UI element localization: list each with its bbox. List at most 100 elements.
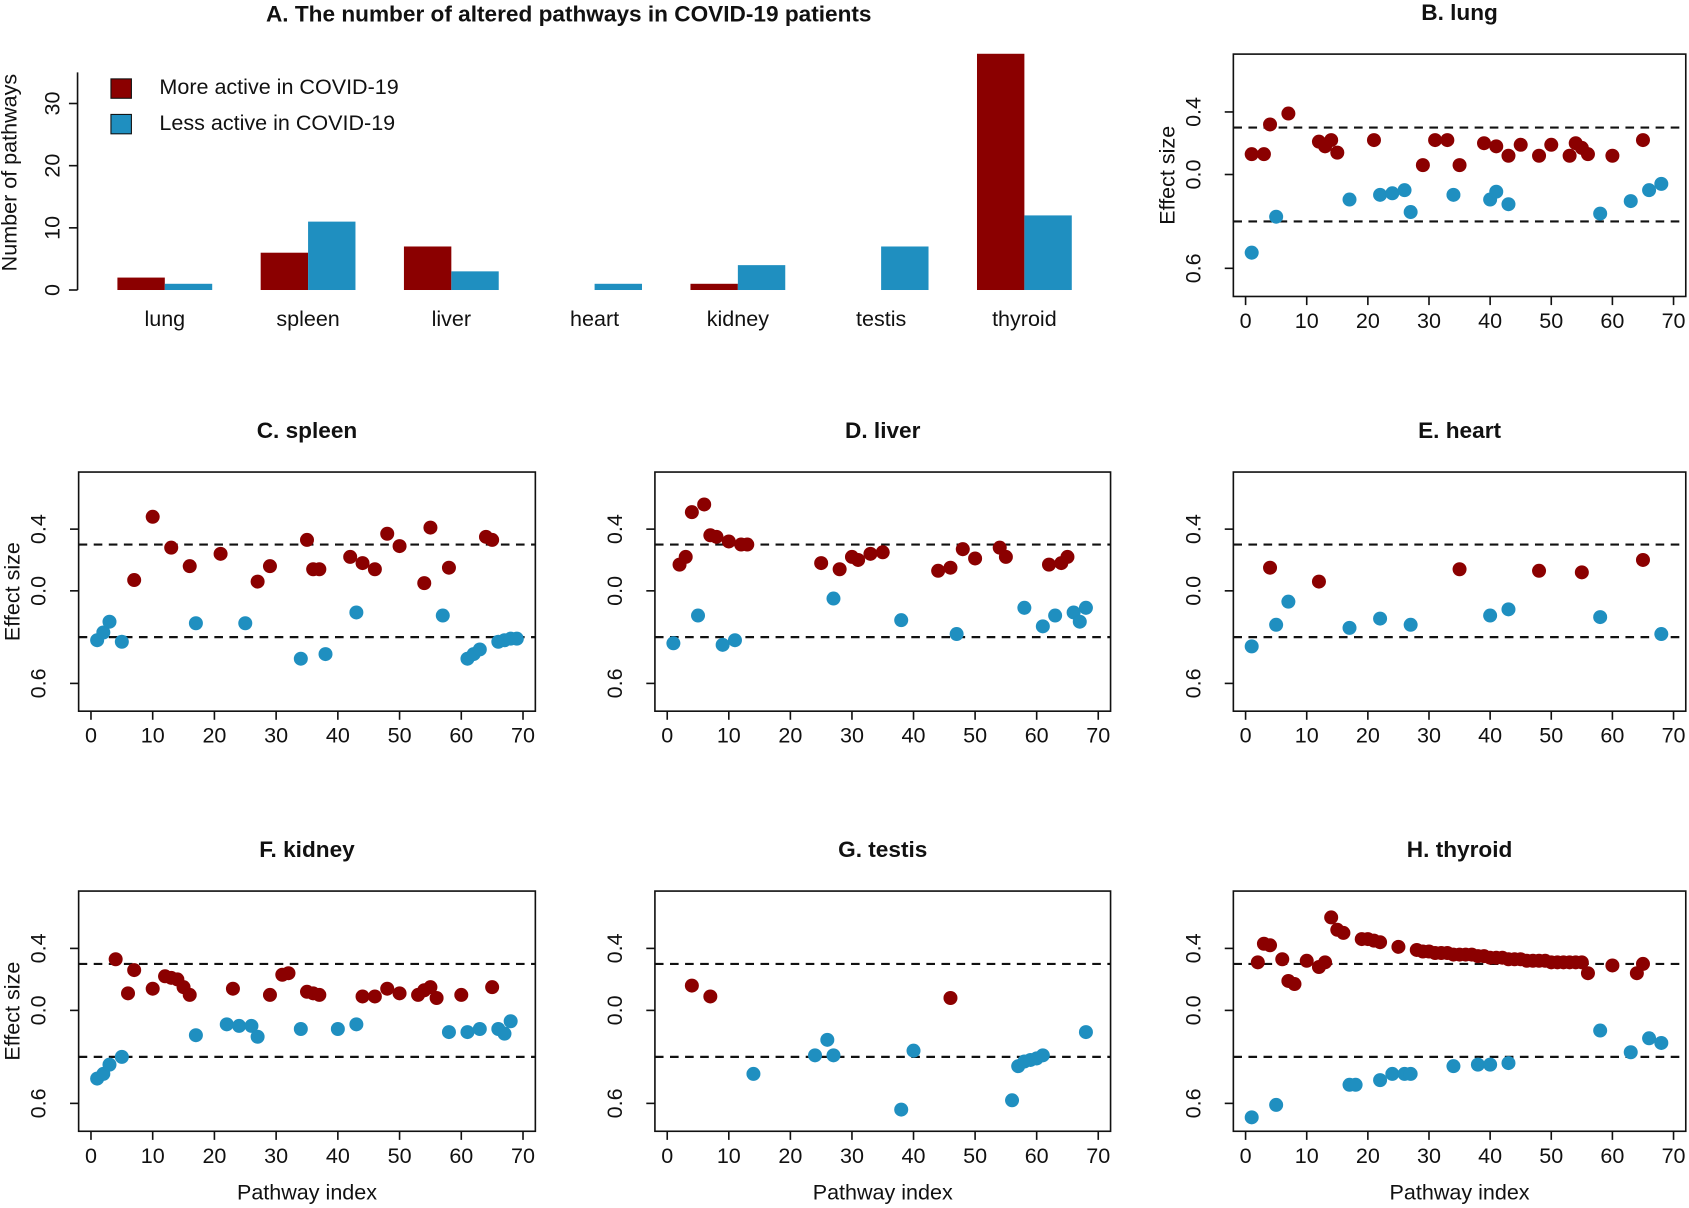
point [1446,187,1461,202]
point [441,560,456,575]
point [1324,910,1339,925]
point [1244,147,1259,162]
y-tick-label: 30 [41,92,65,116]
point [392,986,407,1001]
point [188,1028,203,1043]
point [392,539,407,554]
x-tick-label: 30 [264,724,288,748]
point [349,1017,364,1032]
point [262,987,277,1002]
x-tick-label: 50 [388,1144,412,1168]
point [1041,557,1056,572]
bar [690,283,738,291]
y-tick-label: 0.6 [603,1088,627,1118]
point [1256,147,1271,162]
panel-title: E. heart [1418,418,1501,443]
point [1373,935,1388,950]
point [145,509,160,524]
x-tick-label: 10 [1295,1144,1319,1168]
y-tick-label: 0.6 [27,668,51,698]
point [894,613,909,628]
y-tick-label: 10 [41,216,65,240]
point [380,526,395,541]
point [684,978,699,993]
y-axis-label: Effect size [1,962,25,1061]
point [281,966,296,981]
point [808,1048,823,1063]
y-tick-label: 0.0 [27,576,51,606]
x-tick-label: 60 [1600,1144,1624,1168]
point [485,532,500,547]
point [832,562,847,577]
point [355,989,370,1004]
point [1501,197,1516,212]
bar [451,271,499,291]
x-tick-label: 20 [202,724,226,748]
point [1035,619,1050,634]
point [1263,117,1278,132]
point [1403,1066,1418,1081]
point [472,642,487,657]
point [1311,574,1326,589]
point [1440,133,1455,148]
point [851,552,866,567]
x-tick-label: 50 [1539,724,1563,748]
point [299,532,314,547]
x-tick-label: 40 [902,1144,926,1168]
x-tick-label: 60 [1600,724,1624,748]
x-tick-label: 50 [963,724,987,748]
point [727,633,742,648]
point [1642,1031,1657,1046]
x-tick-label: 20 [1356,724,1380,748]
x-tick-label: 20 [778,724,802,748]
x-tick-label: 10 [141,1144,165,1168]
point [312,987,327,1002]
point [355,556,370,571]
point [1623,194,1638,209]
x-axis-label: Pathway index [1390,1180,1530,1204]
point [906,1043,921,1058]
point [684,505,699,520]
point [145,981,160,996]
point [949,627,964,642]
point [182,987,197,1002]
point [1373,611,1388,626]
chart-title: A. The number of altered pathways in COV… [266,1,872,26]
point [435,608,450,623]
point [1562,148,1577,163]
point [1544,137,1559,152]
point [709,529,724,544]
point [715,637,730,652]
legend-swatch [110,113,132,135]
point [1501,1056,1516,1071]
plot-frame [654,890,1112,1133]
y-axis-label: Number of pathways [0,74,21,271]
point [1593,206,1608,221]
point [1263,560,1278,575]
point [1654,627,1669,642]
point [1348,1077,1363,1092]
point [1501,602,1516,617]
point [188,616,203,631]
point [1391,939,1406,954]
y-tick-label: 20 [41,154,65,178]
x-tick-label: 50 [1539,1144,1563,1168]
x-tick-label: 0 [1240,309,1252,333]
x-tick-label: 70 [1086,724,1110,748]
point [1605,148,1620,163]
point [931,563,946,578]
point [1623,1045,1638,1060]
y-tick-label: 0.4 [27,514,51,544]
point [114,634,129,649]
point [1078,600,1093,615]
point [1642,183,1657,198]
point [1373,187,1388,202]
x-tick-label: 70 [511,1144,535,1168]
y-tick-label: 0.4 [1181,933,1205,963]
x-tick-label: 70 [1662,1144,1686,1168]
bar [594,283,642,291]
point [1385,1066,1400,1081]
bar [164,283,213,291]
x-tick-label: 40 [326,1144,350,1168]
